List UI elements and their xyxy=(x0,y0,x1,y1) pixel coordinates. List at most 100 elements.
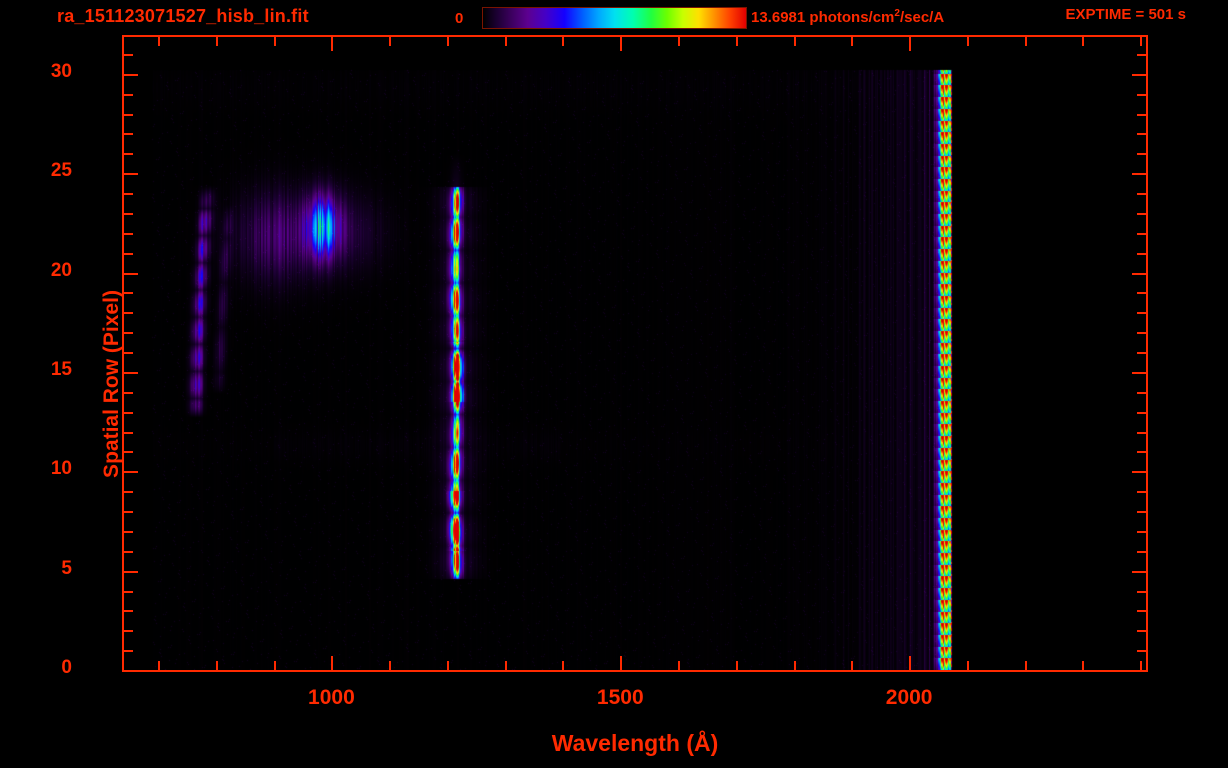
y-tick-right-1 xyxy=(1137,650,1146,653)
x-tick-800 xyxy=(215,661,218,670)
y-tick-11 xyxy=(124,451,133,454)
y-tick-2 xyxy=(124,630,133,633)
y-tick-right-6 xyxy=(1137,550,1146,553)
x-tick-top-1900 xyxy=(851,37,854,46)
x-tick-1600 xyxy=(678,661,681,670)
y-tick-18 xyxy=(124,312,133,315)
page-title: ra_151123071527_hisb_lin.fit xyxy=(57,6,309,26)
colorbar-units-exponent: 2 xyxy=(894,8,900,19)
y-tick-right-7 xyxy=(1137,530,1146,533)
y-tick-7 xyxy=(124,530,133,533)
x-tick-top-900 xyxy=(273,37,276,46)
colorbar-min-label: 0 xyxy=(455,10,464,27)
y-tick-25 xyxy=(124,173,138,176)
y-tick-right-20 xyxy=(1132,272,1146,275)
x-tick-top-2000 xyxy=(909,37,912,51)
y-tick-4 xyxy=(124,590,133,593)
y-tick-right-16 xyxy=(1137,352,1146,354)
y-tick-right-22 xyxy=(1137,232,1146,235)
x-axis-title: Wavelength (Å) xyxy=(551,730,719,756)
x-tick-label-1500: 1500 xyxy=(596,686,644,709)
y-tick-31 xyxy=(124,53,133,56)
y-tick-right-0 xyxy=(1132,670,1146,672)
y-tick-right-12 xyxy=(1137,431,1146,434)
x-tick-top-1400 xyxy=(562,37,565,46)
x-tick-top-1500 xyxy=(620,37,623,51)
y-tick-right-2 xyxy=(1137,630,1146,633)
y-tick-right-29 xyxy=(1137,93,1146,96)
y-tick-right-28 xyxy=(1137,113,1146,116)
y-tick-right-30 xyxy=(1132,73,1146,76)
y-tick-22 xyxy=(124,232,133,235)
x-tick-2000 xyxy=(909,656,912,670)
x-tick-top-1000 xyxy=(331,37,334,51)
y-tick-right-14 xyxy=(1137,391,1146,394)
y-tick-16 xyxy=(124,352,133,354)
y-tick-label-25: 25 xyxy=(50,160,72,182)
y-tick-right-27 xyxy=(1137,133,1146,136)
y-tick-26 xyxy=(124,153,133,156)
x-tick-1000 xyxy=(331,656,334,670)
y-tick-5 xyxy=(124,570,138,573)
y-tick-right-10 xyxy=(1132,471,1146,474)
y-tick-30 xyxy=(124,73,138,76)
colorbar-units-prefix: photons/cm xyxy=(805,9,895,26)
x-tick-900 xyxy=(273,661,276,670)
y-tick-19 xyxy=(124,292,133,295)
y-tick-28 xyxy=(124,113,133,116)
y-tick-right-31 xyxy=(1137,53,1146,56)
y-tick-right-5 xyxy=(1132,570,1146,573)
y-tick-right-21 xyxy=(1137,252,1146,255)
x-tick-1300 xyxy=(504,661,507,670)
y-tick-label-10: 10 xyxy=(50,458,72,480)
y-tick-right-26 xyxy=(1137,153,1146,156)
y-tick-right-23 xyxy=(1137,212,1146,215)
y-tick-6 xyxy=(124,550,133,553)
y-tick-8 xyxy=(124,511,133,513)
y-tick-right-15 xyxy=(1132,371,1146,374)
x-tick-top-1600 xyxy=(678,37,681,46)
y-tick-20 xyxy=(124,272,138,275)
y-tick-label-0: 0 xyxy=(61,657,72,678)
colorbar-units-suffix: /sec/A xyxy=(899,9,945,26)
x-tick-700 xyxy=(158,661,161,670)
x-tick-2100 xyxy=(966,661,969,670)
x-tick-1900 xyxy=(851,661,854,670)
x-tick-top-2200 xyxy=(1024,37,1027,46)
y-tick-21 xyxy=(124,252,133,255)
y-tick-right-25 xyxy=(1132,173,1146,176)
x-tick-top-1100 xyxy=(389,37,392,46)
x-tick-label-1000: 1000 xyxy=(308,686,355,709)
y-tick-right-18 xyxy=(1137,312,1146,315)
y-tick-27 xyxy=(124,133,133,136)
x-tick-1700 xyxy=(735,661,738,670)
plot-frame xyxy=(122,35,1148,672)
y-tick-14 xyxy=(124,391,133,394)
spectral-image-canvas xyxy=(124,37,1146,670)
y-axis-title: Spatial Row (Pixel) xyxy=(99,290,123,478)
x-tick-1200 xyxy=(446,661,449,670)
x-tick-top-2400 xyxy=(1140,37,1143,46)
y-tick-29 xyxy=(124,93,133,96)
y-tick-label-30: 30 xyxy=(50,60,72,82)
y-tick-right-4 xyxy=(1137,590,1146,593)
y-tick-12 xyxy=(124,431,133,434)
y-tick-right-13 xyxy=(1137,411,1146,414)
y-tick-0 xyxy=(124,670,138,672)
y-tick-9 xyxy=(124,491,133,494)
x-tick-top-2300 xyxy=(1082,37,1085,46)
y-tick-right-9 xyxy=(1137,491,1146,494)
y-tick-label-15: 15 xyxy=(50,358,72,380)
x-tick-top-700 xyxy=(158,37,161,46)
y-tick-right-19 xyxy=(1137,292,1146,295)
colorbar-max-value: 13.6981 xyxy=(751,9,806,26)
x-tick-2200 xyxy=(1024,661,1027,670)
x-tick-top-1300 xyxy=(504,37,507,46)
x-tick-top-1200 xyxy=(446,37,449,46)
y-tick-right-24 xyxy=(1137,193,1146,195)
colorbar-gradient xyxy=(482,7,747,29)
y-tick-17 xyxy=(124,332,133,335)
exptime-label: EXPTIME = 501 s xyxy=(1065,6,1186,23)
y-tick-label-20: 20 xyxy=(50,259,72,281)
x-tick-1800 xyxy=(793,661,796,670)
